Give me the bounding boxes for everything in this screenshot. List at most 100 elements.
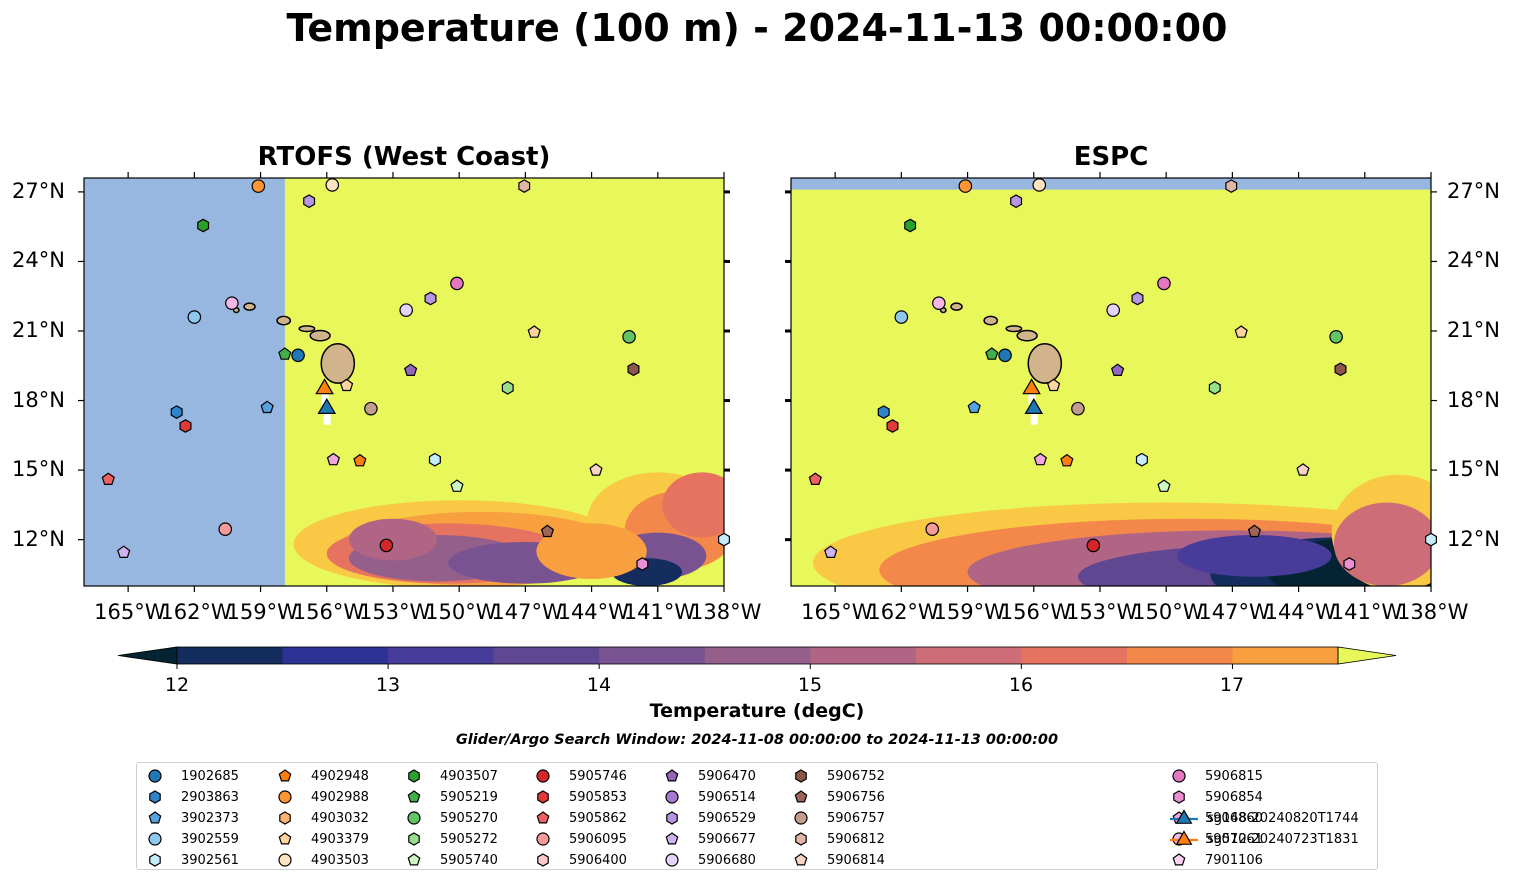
legend-item: 5906470 bbox=[662, 766, 756, 786]
float-marker-5906529 bbox=[424, 291, 437, 306]
glider-track bbox=[1028, 386, 1036, 405]
legend-marker bbox=[536, 769, 550, 783]
legend-marker bbox=[665, 769, 679, 782]
legend-marker bbox=[407, 790, 421, 803]
legend-marker bbox=[278, 853, 292, 867]
x-tick-label: 147°W bbox=[491, 600, 563, 624]
legend: 1902685 2903863 3902373 3902559 3902561 49029… bbox=[136, 762, 1378, 870]
legend-label: 5906757 bbox=[827, 810, 885, 826]
no-data-region bbox=[791, 178, 1431, 190]
legend-marker bbox=[278, 832, 292, 845]
legend-label: 5905746 bbox=[569, 768, 627, 784]
float-marker-5906752 bbox=[1334, 362, 1347, 377]
float-marker-5906529 bbox=[303, 194, 316, 209]
legend-item: 5906814 bbox=[791, 850, 885, 870]
legend-item: 4903379 bbox=[275, 829, 369, 849]
colorbar-segment bbox=[599, 647, 706, 664]
legend-marker bbox=[536, 832, 550, 846]
island-landmass bbox=[243, 302, 256, 311]
float-marker-4902948 bbox=[1060, 453, 1074, 467]
legend-item: 5906854 bbox=[1169, 787, 1263, 807]
temperature-contour bbox=[662, 472, 724, 538]
glider-marker-sg512-20240723T1831 bbox=[1022, 378, 1041, 395]
float-marker-5905746 bbox=[379, 538, 394, 553]
legend-symbol bbox=[537, 853, 549, 867]
island-landmass bbox=[309, 329, 331, 342]
float-marker-4903503 bbox=[1032, 178, 1047, 192]
axes-layer bbox=[78, 172, 1437, 592]
legend-item: 5906677 bbox=[662, 829, 756, 849]
float-marker-5906470 bbox=[403, 363, 418, 376]
legend-label: 5906756 bbox=[827, 789, 885, 805]
island-landmass bbox=[320, 343, 356, 384]
glider-marker-sg148-20240820T1744 bbox=[1024, 398, 1044, 414]
colorbar-tick: 13 bbox=[375, 674, 401, 696]
legend-label: 5907061 bbox=[1205, 831, 1263, 847]
float-marker-3902559 bbox=[187, 310, 202, 324]
colorbar bbox=[117, 646, 1397, 669]
float-marker-5906814 bbox=[589, 463, 603, 476]
legend-marker bbox=[665, 790, 679, 804]
float-marker-3902561 bbox=[1424, 532, 1438, 547]
float-marker-5906756 bbox=[1247, 524, 1262, 538]
legend-item: 5906757 bbox=[791, 808, 885, 828]
panel-title-espc: ESPC bbox=[1073, 142, 1149, 172]
legend-label: 7901106 bbox=[1205, 852, 1263, 868]
legend-symbol bbox=[1170, 830, 1198, 845]
legend-symbol bbox=[278, 853, 292, 867]
legend-symbol bbox=[536, 832, 550, 846]
colorbar-tick: 12 bbox=[164, 674, 190, 696]
float-marker-5906854 bbox=[1343, 557, 1356, 571]
legend-marker bbox=[794, 811, 808, 825]
temperature-contour bbox=[348, 518, 438, 561]
legend-label: 5906815 bbox=[1205, 768, 1263, 784]
legend-marker bbox=[148, 769, 162, 783]
y-tick-label: 12°N bbox=[1447, 526, 1500, 551]
float-marker-4902948 bbox=[353, 453, 367, 467]
float-marker-5906757 bbox=[1071, 401, 1085, 416]
legend-label: 5905853 bbox=[569, 789, 627, 805]
markers-layer bbox=[101, 178, 1438, 571]
legend-symbol bbox=[1173, 790, 1185, 804]
float-marker-4903379 bbox=[1046, 378, 1061, 392]
legend-symbol bbox=[408, 832, 420, 846]
legend-label: 5905270 bbox=[440, 810, 498, 826]
legend-label: 4903379 bbox=[311, 831, 369, 847]
legend-symbol bbox=[149, 853, 161, 867]
legend-marker bbox=[148, 832, 162, 846]
legend-item: 5906514 bbox=[662, 787, 756, 807]
y-tick-label: 12°N bbox=[12, 526, 65, 551]
colorbar-segment bbox=[1126, 647, 1233, 664]
x-tick-label: 153°W bbox=[358, 600, 431, 624]
legend-symbol bbox=[407, 811, 421, 825]
legend-symbol bbox=[795, 832, 807, 846]
legend-item: 3902559 bbox=[145, 829, 239, 849]
legend-marker bbox=[148, 811, 162, 824]
legend-item: 4903503 bbox=[275, 850, 369, 870]
legend-label: 4903503 bbox=[311, 852, 369, 868]
x-tick-label: 144°W bbox=[1264, 600, 1336, 624]
legend-item: 5905853 bbox=[533, 787, 627, 807]
legend-label: 4902988 bbox=[311, 789, 369, 805]
colorbar-tick: 16 bbox=[1008, 674, 1034, 696]
float-marker-5905740 bbox=[450, 479, 464, 492]
float-marker-5905853 bbox=[886, 419, 899, 433]
colorbar-segment bbox=[388, 647, 495, 664]
float-marker-5906757 bbox=[364, 401, 378, 416]
legend-item: 5905746 bbox=[533, 766, 627, 786]
float-marker-5906677 bbox=[117, 545, 131, 559]
legend-marker bbox=[1175, 809, 1193, 824]
legend-item: 3902561 bbox=[145, 850, 239, 870]
float-marker-5906854 bbox=[636, 557, 649, 571]
float-marker-5906470 bbox=[1110, 363, 1125, 376]
x-tick-label: 162°W bbox=[867, 600, 939, 624]
legend-label: 5906514 bbox=[698, 789, 756, 805]
float-marker-5905272 bbox=[1208, 380, 1221, 395]
x-tick-label: 150°W bbox=[1132, 600, 1204, 624]
legend-label: 5906814 bbox=[827, 852, 885, 868]
map-panel-espc bbox=[791, 178, 1431, 586]
legend-symbol bbox=[536, 769, 550, 783]
float-marker-5906680 bbox=[399, 303, 414, 317]
colorbar-segment bbox=[282, 647, 389, 664]
